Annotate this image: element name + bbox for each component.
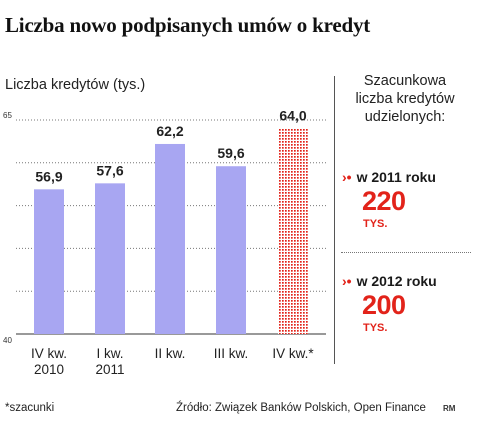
estimate-year-label: w 2012 roku [356, 273, 437, 289]
grid-lines [16, 119, 326, 335]
value-labels: 56,9 57,6 62,2 59,6 64,0 [35, 108, 306, 185]
source-note: Źródło: Związek Banków Polskich, Open Fi… [176, 402, 426, 414]
bullet-arrow-icon: ›• [342, 273, 352, 289]
estimate-value-2011: 220 [362, 186, 406, 216]
estimate-row-2011: ›• w 2011 roku [342, 169, 436, 185]
data-label: 59,6 [217, 145, 244, 161]
x-tick-label-year: 2010 [34, 362, 64, 377]
category-labels: IV kw.2010 I kw.2011 II kw. III kw. IV kw.* [31, 346, 314, 377]
y-tick-label: 65 [3, 111, 12, 120]
estimate-value-2012: 200 [362, 290, 406, 320]
y-tick-label: 40 [3, 336, 12, 345]
footnote: *szacunki [5, 402, 55, 414]
estimate-unit-2011: TYS. [363, 218, 388, 230]
estimate-year-label: w 2011 roku [356, 169, 436, 185]
sidebar-heading-line: udzielonych: [364, 109, 446, 125]
data-label: 56,9 [35, 168, 62, 184]
bar [278, 128, 308, 334]
sidebar-separator [341, 252, 471, 253]
estimate-unit-2012: TYS. [363, 322, 388, 334]
bar [216, 166, 246, 334]
bar [155, 143, 185, 334]
x-tick-label: I kw. [96, 346, 123, 361]
x-tick-label: II kw. [155, 346, 186, 361]
y-tick-labels: 65 40 [3, 111, 12, 345]
bullet-arrow-icon: ›• [342, 169, 352, 185]
x-tick-label: IV kw.* [272, 346, 314, 361]
sidebar-heading-line: liczba kredytów [355, 91, 455, 107]
bars [34, 128, 308, 334]
sidebar-heading-line: Szacunkowa [363, 73, 447, 89]
bar [95, 183, 125, 334]
author-credit: RM [443, 404, 456, 413]
y-axis-label: Liczba kredytów (tys.) [5, 77, 146, 93]
x-tick-label-year: 2011 [95, 362, 124, 377]
chart-title: Liczba nowo podpisanych umów o kredyt [5, 13, 371, 37]
data-label: 64,0 [279, 108, 306, 124]
x-tick-label: IV kw. [31, 346, 67, 361]
estimate-row-2012: ›• w 2012 roku [342, 273, 437, 289]
x-tick-label: III kw. [214, 346, 249, 361]
data-label: 57,6 [96, 162, 123, 178]
bar [34, 189, 64, 334]
panel-divider [334, 76, 335, 364]
data-label: 62,2 [156, 123, 183, 139]
sidebar-heading: Szacunkowa liczba kredytów udzielonych: [340, 72, 470, 126]
